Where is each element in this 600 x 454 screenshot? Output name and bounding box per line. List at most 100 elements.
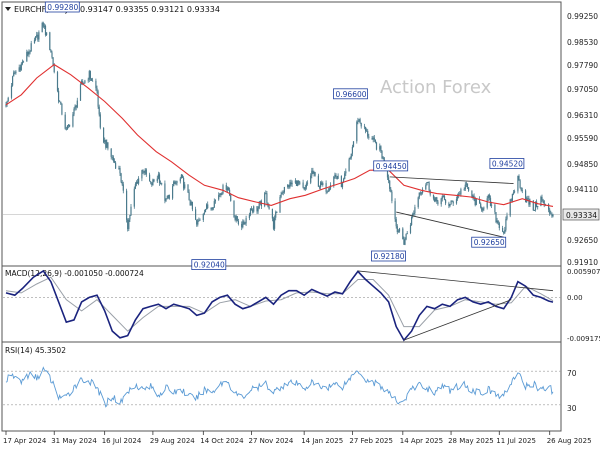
candle-body <box>452 201 454 204</box>
candle-body <box>229 189 231 195</box>
candle-body <box>450 200 452 205</box>
watermark: Action Forex <box>380 77 492 98</box>
candle-body <box>79 84 82 101</box>
candle-body <box>220 193 222 195</box>
candle-body <box>498 223 500 228</box>
candle-body <box>64 114 66 129</box>
candle-body <box>191 202 193 210</box>
candle-body <box>176 181 178 183</box>
candle-body <box>506 215 508 219</box>
x-axis-tick-label: 16 Jul 2024 <box>102 437 142 445</box>
candle-body <box>74 105 76 109</box>
candle-body <box>207 204 209 208</box>
candle-body <box>143 171 145 173</box>
x-axis-tick-label: 14 Apr 2025 <box>400 437 443 445</box>
candle-body <box>536 201 538 208</box>
candle-body <box>505 218 507 230</box>
candle-body <box>380 146 382 152</box>
macd-y-tick: -0.009175 <box>567 335 600 343</box>
candle-body <box>274 217 276 229</box>
candle-body <box>551 214 553 217</box>
candle-body <box>504 229 506 234</box>
candle-body <box>288 184 290 188</box>
candle-body <box>221 193 223 195</box>
candle-body <box>49 32 51 51</box>
candle-body <box>326 191 328 193</box>
rsi-y-axis: 70 30 <box>567 369 577 413</box>
candle-body <box>120 173 122 182</box>
rsi-pane-frame <box>1 341 562 432</box>
price-trendline <box>396 211 504 238</box>
price-y-tick: 0.96310 <box>567 111 598 120</box>
candle-body <box>327 190 329 192</box>
candle-body <box>333 176 335 185</box>
candle-body <box>543 200 545 205</box>
candle-body <box>537 206 539 208</box>
candle-body <box>219 193 221 196</box>
candle-body <box>14 72 16 74</box>
chart-title: EURCHF,Daily <box>14 5 69 14</box>
x-axis-tick-label: 17 Apr 2024 <box>3 437 47 445</box>
candle-body <box>356 121 358 142</box>
candle-body <box>463 189 465 190</box>
candle-body <box>290 182 292 185</box>
x-axis-tick-label: 11 Jul 2025 <box>496 437 536 445</box>
candle-body <box>396 226 398 233</box>
candle-body <box>337 175 339 179</box>
candle-body <box>149 174 151 182</box>
candle-body <box>275 212 277 218</box>
candle-body <box>72 114 74 127</box>
candle-body <box>403 239 405 245</box>
candle-body <box>166 198 168 200</box>
candle-body <box>53 65 55 73</box>
candle-body <box>466 183 469 188</box>
dropdown-triangle-icon[interactable] <box>5 7 11 11</box>
candle-body <box>528 198 530 205</box>
candle-body <box>302 182 304 188</box>
candle-body <box>394 201 396 220</box>
candle-body <box>532 200 534 211</box>
rsi-line <box>5 366 554 408</box>
price-pane-frame <box>1 1 562 267</box>
candle-body <box>253 206 255 212</box>
candle-body <box>442 196 444 197</box>
candle-body <box>427 182 429 183</box>
candle-body <box>473 195 475 199</box>
candle-body <box>459 193 461 195</box>
candle-body <box>481 207 483 211</box>
candle-body <box>441 196 443 199</box>
candle-body <box>486 198 488 208</box>
candle-body <box>411 216 413 226</box>
x-axis-tick-label: 29 Aug 2024 <box>150 437 195 445</box>
candle-body <box>435 197 437 201</box>
candle-body <box>22 61 25 63</box>
candle-body <box>460 189 462 195</box>
candle-body <box>56 72 59 91</box>
candle-body <box>365 127 367 132</box>
candle-body <box>272 218 275 229</box>
candle-body <box>552 214 554 217</box>
candle-body <box>395 219 397 227</box>
candle-body <box>242 221 244 228</box>
candle-body <box>245 218 247 224</box>
candle-body <box>294 180 296 183</box>
candle-body <box>389 180 391 189</box>
price-y-tick: 0.94110 <box>567 185 598 194</box>
candle-body <box>351 146 353 154</box>
price-annotation-box <box>44 1 80 13</box>
candle-body <box>295 180 298 186</box>
candle-body <box>334 174 336 177</box>
candle-body <box>211 207 213 210</box>
candle-body <box>97 91 99 107</box>
candle-body <box>368 136 370 138</box>
price-annotation-box <box>191 259 227 271</box>
candle-body <box>279 197 281 213</box>
candle-body <box>10 85 13 98</box>
candle-body <box>489 197 492 206</box>
candle-body <box>69 124 71 127</box>
candle-body <box>436 197 438 202</box>
candle-body <box>129 215 131 220</box>
candle-body <box>480 203 482 208</box>
price-trendline <box>389 176 514 184</box>
candle-body <box>514 191 516 193</box>
